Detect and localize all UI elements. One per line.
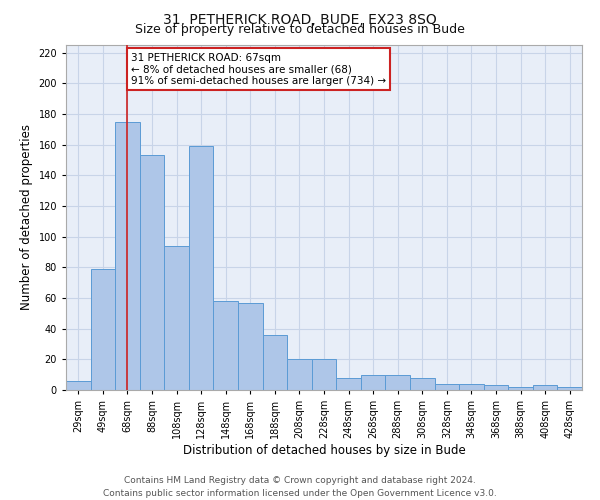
Bar [164, 246, 189, 390]
Bar [557, 387, 582, 390]
Bar [410, 378, 434, 390]
Bar [189, 146, 214, 390]
Bar [66, 381, 91, 390]
Bar [434, 384, 459, 390]
Bar [336, 378, 361, 390]
Bar [484, 386, 508, 390]
Text: 31, PETHERICK ROAD, BUDE, EX23 8SQ: 31, PETHERICK ROAD, BUDE, EX23 8SQ [163, 12, 437, 26]
Text: Contains HM Land Registry data © Crown copyright and database right 2024.
Contai: Contains HM Land Registry data © Crown c… [103, 476, 497, 498]
Bar [385, 374, 410, 390]
Bar [115, 122, 140, 390]
Bar [361, 374, 385, 390]
Bar [263, 335, 287, 390]
Bar [312, 360, 336, 390]
Y-axis label: Number of detached properties: Number of detached properties [20, 124, 33, 310]
Bar [459, 384, 484, 390]
Bar [91, 269, 115, 390]
Bar [533, 386, 557, 390]
Bar [214, 301, 238, 390]
Bar [140, 156, 164, 390]
Text: 31 PETHERICK ROAD: 67sqm
← 8% of detached houses are smaller (68)
91% of semi-de: 31 PETHERICK ROAD: 67sqm ← 8% of detache… [131, 52, 386, 86]
Bar [508, 387, 533, 390]
X-axis label: Distribution of detached houses by size in Bude: Distribution of detached houses by size … [182, 444, 466, 457]
Text: Size of property relative to detached houses in Bude: Size of property relative to detached ho… [135, 22, 465, 36]
Bar [238, 302, 263, 390]
Bar [287, 360, 312, 390]
